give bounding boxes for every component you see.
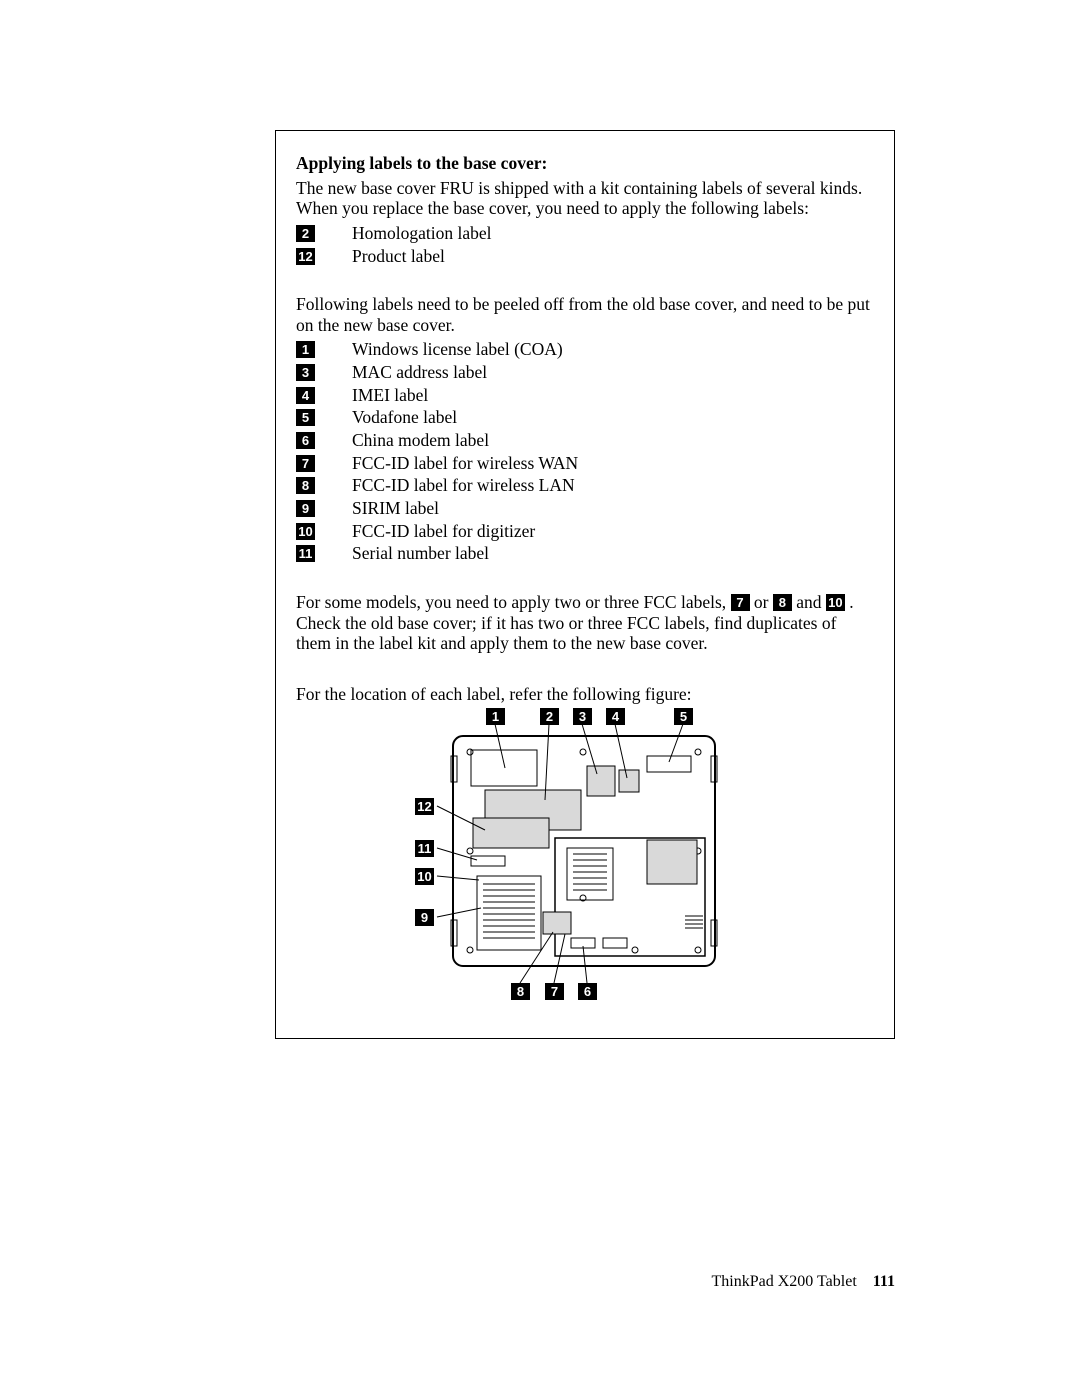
figure-callout-2: 2 — [540, 708, 559, 725]
callout-6: 6 — [296, 432, 315, 449]
label-text: FCC-ID label for wireless LAN — [352, 475, 578, 498]
label-text: Serial number label — [352, 543, 578, 566]
callout-7: 7 — [296, 455, 315, 472]
callout-1: 1 — [296, 341, 315, 358]
callout-3: 3 — [296, 364, 315, 381]
label-row: 1 Windows license label (COA) — [296, 339, 578, 362]
inline-text: or — [754, 592, 773, 612]
callout-10-inline: 10 — [826, 594, 845, 611]
label-row: 5 Vodafone label — [296, 407, 578, 430]
label-text: Vodafone label — [352, 407, 578, 430]
label-text: Windows license label (COA) — [352, 339, 578, 362]
label-text: Product label — [352, 246, 492, 269]
label-text: Homologation label — [352, 223, 492, 246]
footer-text: ThinkPad X200 Tablet — [712, 1273, 857, 1290]
figure-callout-4: 4 — [606, 708, 625, 725]
section-title: Applying labels to the base cover: — [296, 153, 547, 173]
callout-7-inline: 7 — [731, 594, 750, 611]
page-number: 111 — [873, 1273, 895, 1290]
label-text: IMEI label — [352, 385, 578, 408]
figure-caption: For the location of each label, refer th… — [296, 684, 874, 705]
label-row: 10 FCC-ID label for digitizer — [296, 521, 578, 544]
figure-callout-12: 12 — [415, 798, 434, 815]
label-row: 12 Product label — [296, 246, 492, 269]
label-text: China modem label — [352, 430, 578, 453]
document-page: Applying labels to the base cover: The n… — [0, 0, 1080, 1397]
callout-12: 12 — [296, 248, 315, 265]
label-row: 2 Homologation label — [296, 223, 492, 246]
inline-text: and — [796, 592, 826, 612]
page-footer: ThinkPad X200 Tablet 111 — [712, 1273, 895, 1292]
figure-callout-11: 11 — [415, 840, 434, 857]
figure-callout-7: 7 — [545, 983, 564, 1000]
label-row: 8 FCC-ID label for wireless LAN — [296, 475, 578, 498]
figure-callout-9: 9 — [415, 909, 434, 926]
instruction-panel: Applying labels to the base cover: The n… — [275, 130, 895, 1039]
base-cover-figure: 123451211109876 — [415, 708, 755, 1008]
label-text: SIRIM label — [352, 498, 578, 521]
label-text: FCC-ID label for digitizer — [352, 521, 578, 544]
label-row: 11 Serial number label — [296, 543, 578, 566]
label-text: FCC-ID label for wireless WAN — [352, 453, 578, 476]
figure-callout-1: 1 — [486, 708, 505, 725]
callout-11: 11 — [296, 545, 315, 562]
label-row: 9 SIRIM label — [296, 498, 578, 521]
callout-5: 5 — [296, 409, 315, 426]
intro-paragraph-2: Following labels need to be peeled off f… — [296, 294, 874, 335]
callout-8-inline: 8 — [773, 594, 792, 611]
callout-2: 2 — [296, 225, 315, 242]
intro-paragraph-1: The new base cover FRU is shipped with a… — [296, 178, 874, 219]
peel-label-list: 1 Windows license label (COA) 3 MAC address… — [296, 339, 578, 565]
callout-4: 4 — [296, 387, 315, 404]
figure-callout-10: 10 — [415, 868, 434, 885]
inline-callout-paragraph: For some models, you need to apply two o… — [296, 592, 874, 654]
label-row: 4 IMEI label — [296, 385, 578, 408]
figure-callout-5: 5 — [674, 708, 693, 725]
figure-callout-6: 6 — [578, 983, 597, 1000]
callout-10: 10 — [296, 523, 315, 540]
figure-callout-8: 8 — [511, 983, 530, 1000]
label-text: MAC address label — [352, 362, 578, 385]
label-row: 6 China modem label — [296, 430, 578, 453]
kit-label-list: 2 Homologation label 12 Product label — [296, 223, 492, 268]
label-row: 3 MAC address label — [296, 362, 578, 385]
callout-8: 8 — [296, 477, 315, 494]
inline-text: For some models, you need to apply two o… — [296, 592, 731, 612]
callout-9: 9 — [296, 500, 315, 517]
label-row: 7 FCC-ID label for wireless WAN — [296, 453, 578, 476]
figure-callout-3: 3 — [573, 708, 592, 725]
